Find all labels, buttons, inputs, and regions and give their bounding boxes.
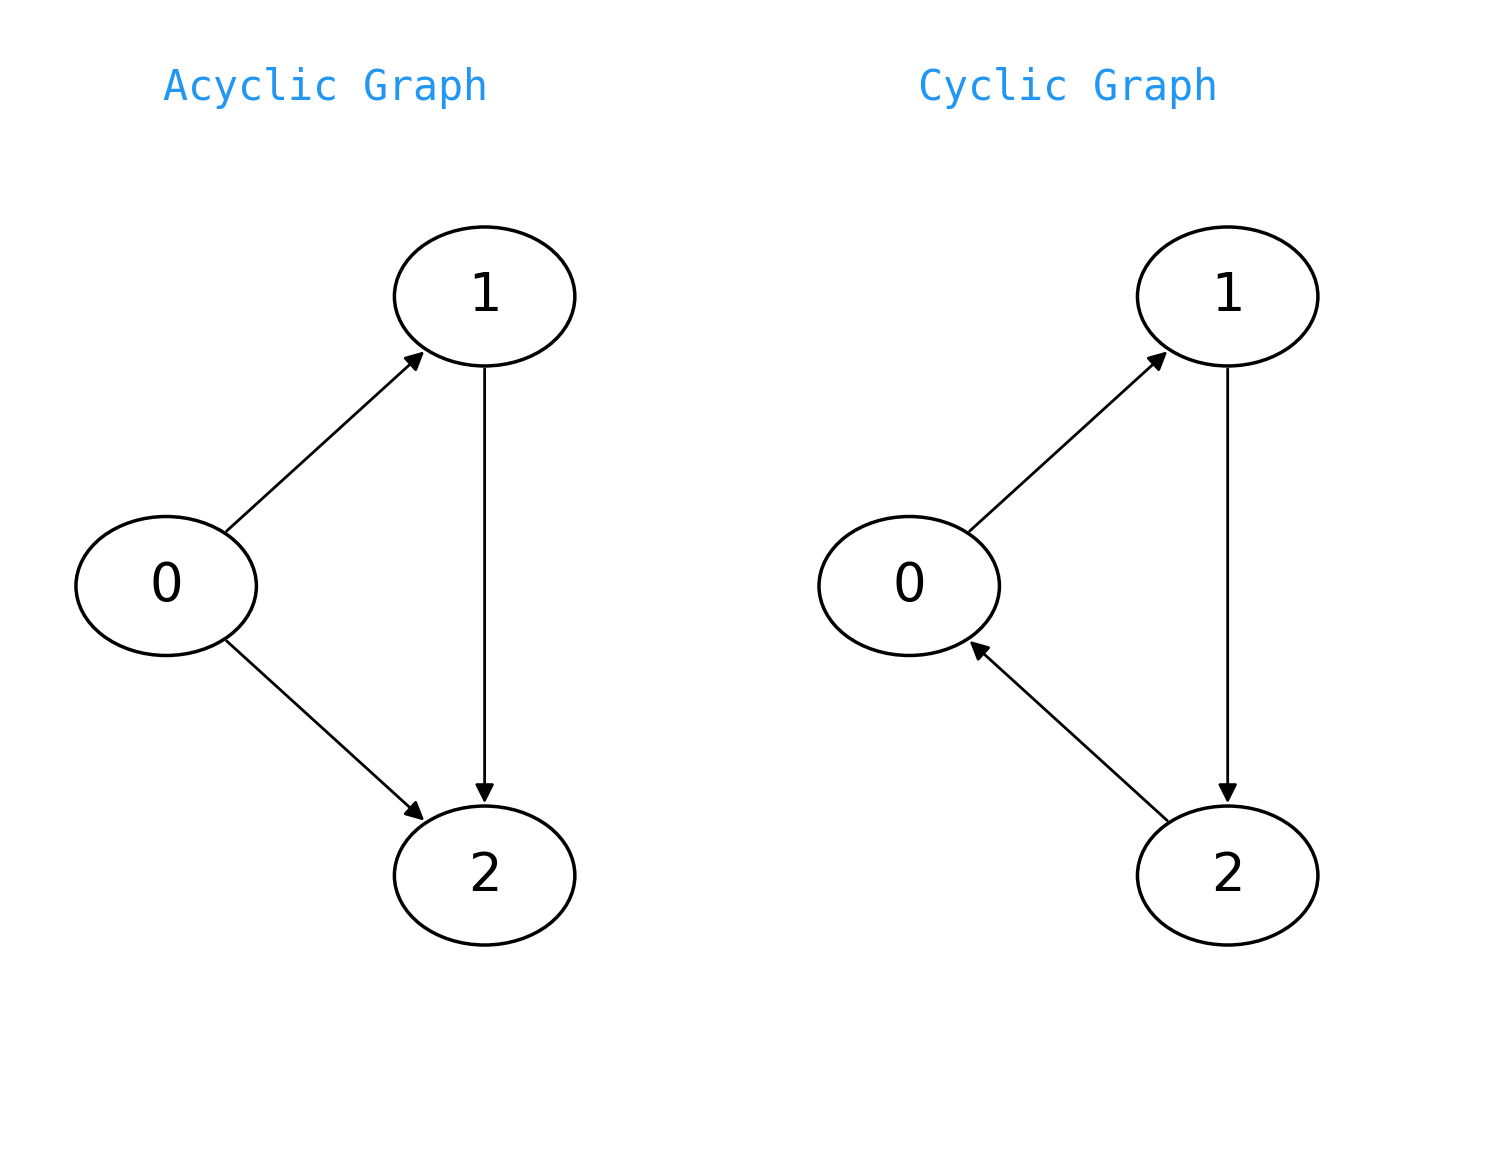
Ellipse shape [394, 227, 574, 366]
Ellipse shape [76, 517, 256, 655]
Text: 0: 0 [150, 560, 183, 612]
Ellipse shape [1137, 806, 1318, 945]
Text: Cyclic Graph: Cyclic Graph [918, 67, 1218, 109]
Text: 2: 2 [1210, 850, 1245, 901]
Ellipse shape [394, 806, 574, 945]
Text: 2: 2 [468, 850, 501, 901]
Ellipse shape [819, 517, 999, 655]
Text: 1: 1 [468, 271, 501, 322]
Text: 0: 0 [892, 560, 926, 612]
Ellipse shape [1137, 227, 1318, 366]
Text: Acyclic Graph: Acyclic Graph [164, 67, 488, 109]
Text: 1: 1 [1210, 271, 1245, 322]
